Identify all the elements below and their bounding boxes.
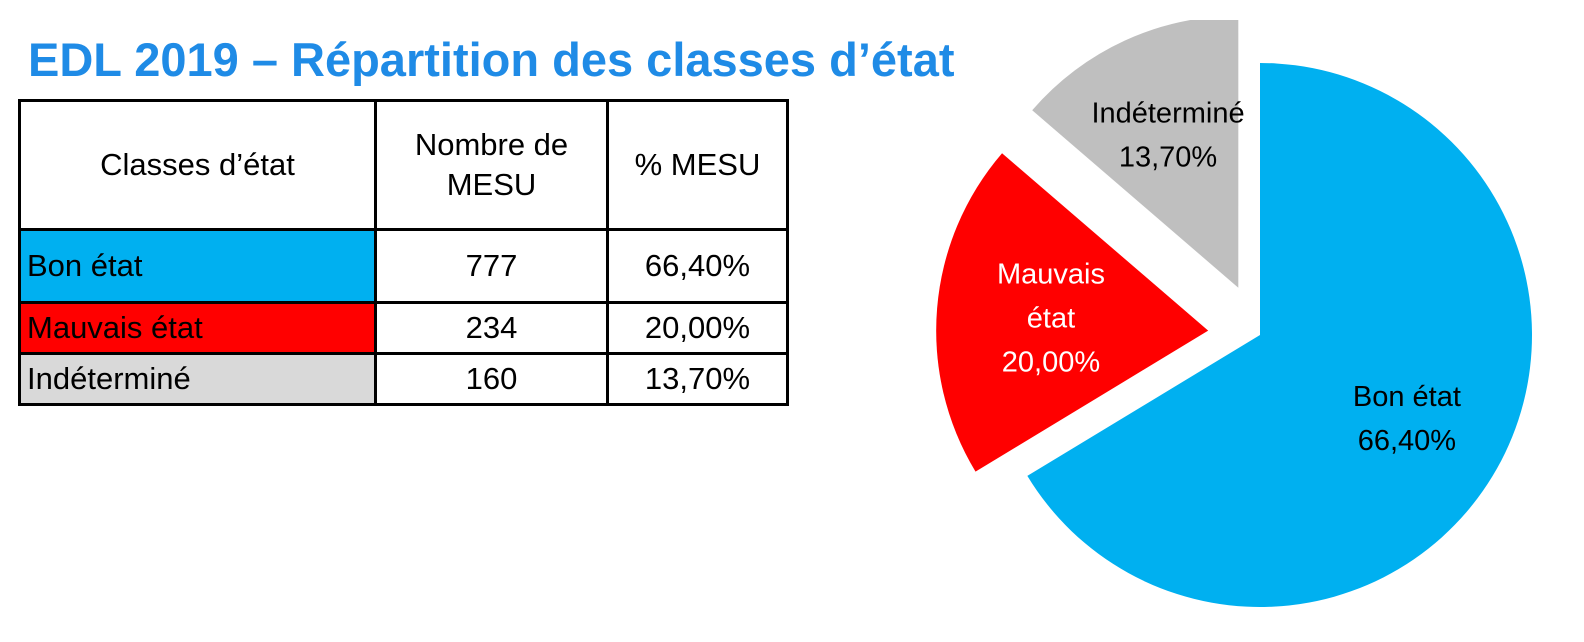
- pie-slice-label: Indéterminé: [1091, 97, 1244, 129]
- count-cell: 160: [374, 352, 609, 406]
- count-cell: 234: [374, 301, 609, 355]
- pie-slice-label: Bon état: [1353, 381, 1461, 413]
- pie-value-label: 13,70%: [1119, 141, 1217, 173]
- pie-slice-bon-tat: [1027, 63, 1532, 607]
- pie-slice-label: état: [1027, 303, 1075, 335]
- class-cell: Mauvais état: [18, 301, 377, 355]
- table-row: Mauvais état 234 20,00%: [18, 301, 789, 355]
- pie-value-label: 66,40%: [1358, 425, 1456, 457]
- pie-slice-ind-termin-: [1032, 20, 1239, 288]
- percent-cell: 66,40%: [606, 228, 789, 304]
- table-row: Bon état 777 66,40%: [18, 228, 789, 304]
- pie-chart: Bon état 66,40% Mauvais état 20,00% Indétermi…: [936, 20, 1532, 607]
- status-classes-table: Classes d’état Nombre de MESU % MESU Bon…: [18, 99, 789, 406]
- table-row: Indéterminé 160 13,70%: [18, 352, 789, 406]
- pie-slice-mauvais-tat: [936, 153, 1209, 472]
- header-percent: % MESU: [606, 99, 789, 231]
- percent-cell: 20,00%: [606, 301, 789, 355]
- pie-value-label: 20,00%: [1002, 347, 1100, 379]
- pie-slice-label: Mauvais: [997, 259, 1105, 291]
- class-cell: Bon état: [18, 228, 377, 304]
- percent-cell: 13,70%: [606, 352, 789, 406]
- count-cell: 777: [374, 228, 609, 304]
- header-classes: Classes d’état: [18, 99, 377, 231]
- page-title: EDL 2019 – Répartition des classes d’éta…: [28, 33, 955, 86]
- table-header-row: Classes d’état Nombre de MESU % MESU: [18, 99, 789, 231]
- header-count: Nombre de MESU: [374, 99, 609, 231]
- class-cell: Indéterminé: [18, 352, 377, 406]
